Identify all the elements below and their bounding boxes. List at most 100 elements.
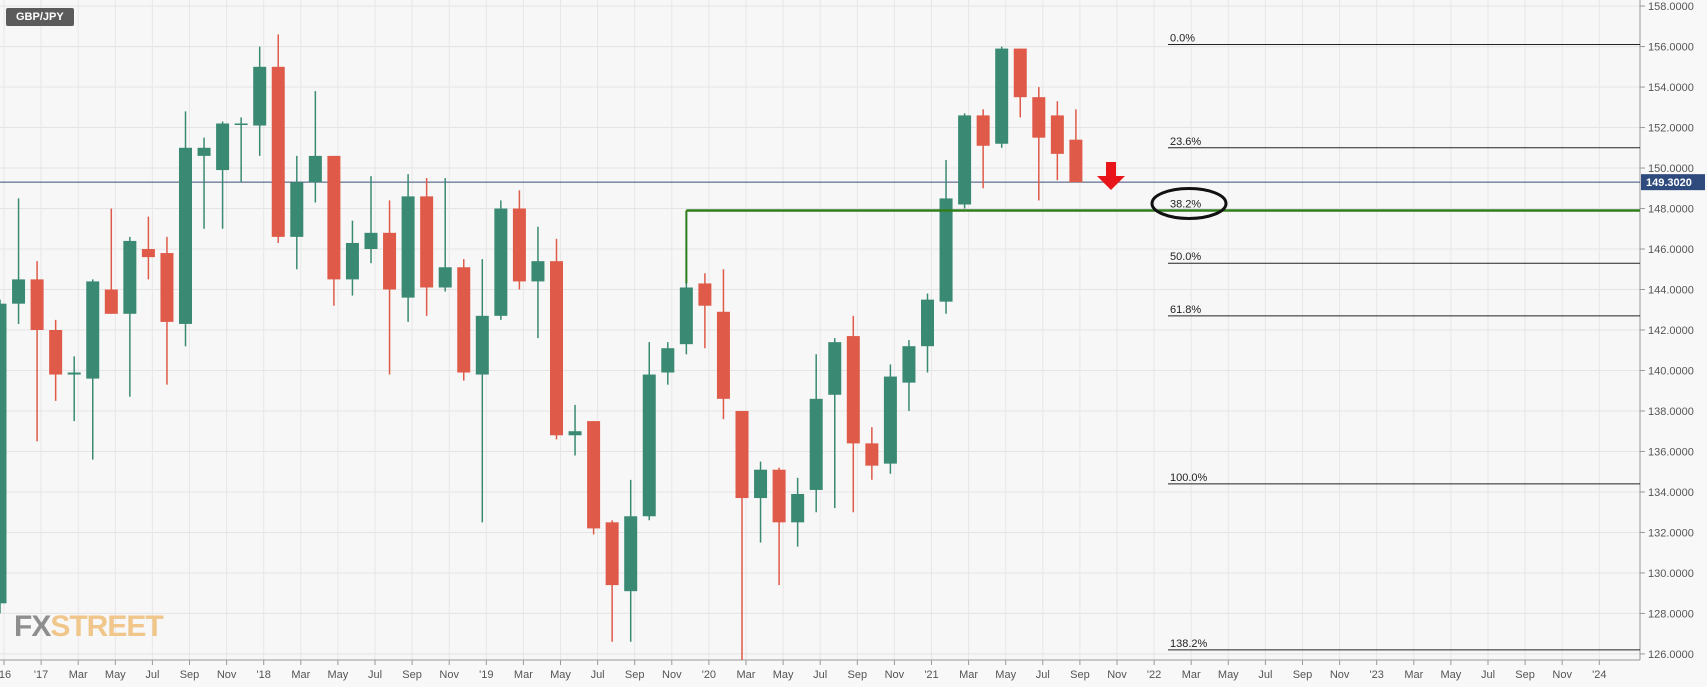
y-axis-label: 138.0000 bbox=[1648, 406, 1694, 418]
x-axis-label: Mar bbox=[737, 669, 756, 681]
fib-level-label: 100.0% bbox=[1170, 472, 1208, 484]
x-axis-label: '22 bbox=[1147, 669, 1161, 681]
candle-body[interactable] bbox=[160, 253, 174, 322]
x-axis-label: Jul bbox=[1481, 669, 1495, 681]
candle-body[interactable] bbox=[1013, 48, 1027, 98]
candle-body[interactable] bbox=[1069, 139, 1083, 183]
x-axis-label: Nov bbox=[885, 669, 905, 681]
symbol-badge: GBP/JPY bbox=[6, 8, 74, 26]
candle-body[interactable] bbox=[587, 421, 601, 529]
candle-body[interactable] bbox=[865, 443, 879, 466]
candle-body[interactable] bbox=[253, 66, 267, 126]
y-axis-label: 140.0000 bbox=[1648, 365, 1694, 377]
candle-body[interactable] bbox=[475, 315, 489, 375]
candle-body[interactable] bbox=[791, 493, 805, 523]
candle-body[interactable] bbox=[179, 147, 192, 324]
candle-body[interactable] bbox=[197, 147, 211, 156]
y-axis-label: 142.0000 bbox=[1648, 325, 1694, 337]
candle-body[interactable] bbox=[12, 279, 26, 304]
candle-body[interactable] bbox=[30, 279, 44, 330]
candle-body[interactable] bbox=[308, 155, 322, 183]
x-axis-label: Mar bbox=[959, 669, 978, 681]
x-axis-label: Mar bbox=[291, 669, 310, 681]
candle-body[interactable] bbox=[772, 469, 786, 523]
x-axis-label: '21 bbox=[924, 669, 938, 681]
fib-level-label: 61.8% bbox=[1170, 304, 1201, 316]
candle-body[interactable] bbox=[921, 299, 934, 347]
x-axis-label: Sep bbox=[1293, 669, 1313, 681]
candle-body[interactable] bbox=[679, 287, 693, 345]
x-axis-label: May bbox=[105, 669, 126, 681]
x-axis-label: Jul bbox=[1036, 669, 1050, 681]
fib-level-label: 23.6% bbox=[1170, 136, 1201, 148]
candle-body[interactable] bbox=[939, 198, 953, 302]
y-axis-label: 148.0000 bbox=[1648, 204, 1694, 216]
x-axis-label: May bbox=[328, 669, 349, 681]
candle-body[interactable] bbox=[67, 372, 81, 375]
candle-body[interactable] bbox=[1050, 115, 1064, 154]
candle-body[interactable] bbox=[846, 336, 860, 444]
candle-body[interactable] bbox=[902, 346, 916, 383]
candle-body[interactable] bbox=[216, 123, 230, 171]
fib-level-label: 50.0% bbox=[1170, 251, 1201, 263]
candle-body[interactable] bbox=[290, 182, 304, 237]
candle-body[interactable] bbox=[661, 348, 675, 373]
x-axis-label: Nov bbox=[1330, 669, 1350, 681]
candle-body[interactable] bbox=[958, 115, 972, 205]
x-axis-label: Sep bbox=[848, 669, 868, 681]
candle-body[interactable] bbox=[364, 232, 378, 250]
candle-body[interactable] bbox=[104, 289, 118, 314]
y-axis-label: 130.0000 bbox=[1648, 568, 1694, 580]
candle-body[interactable] bbox=[401, 196, 415, 298]
y-axis-label: 152.0000 bbox=[1648, 123, 1694, 135]
candle-body[interactable] bbox=[754, 469, 768, 499]
candle-body[interactable] bbox=[995, 48, 1009, 144]
x-axis-label: Mar bbox=[1404, 669, 1423, 681]
candle-body[interactable] bbox=[531, 261, 545, 282]
current-price-badge bbox=[1641, 174, 1705, 191]
candle-body[interactable] bbox=[345, 242, 359, 280]
candle-body[interactable] bbox=[512, 208, 526, 282]
candle-body[interactable] bbox=[271, 66, 285, 237]
candle-body[interactable] bbox=[327, 155, 341, 280]
current-price-label: 149.3020 bbox=[1646, 177, 1692, 189]
candle-body[interactable] bbox=[550, 261, 563, 436]
candle-body[interactable] bbox=[123, 240, 137, 314]
x-axis-label: Nov bbox=[217, 669, 237, 681]
candle-body[interactable] bbox=[698, 283, 712, 306]
candle-body[interactable] bbox=[234, 123, 248, 125]
x-axis-label: Nov bbox=[1107, 669, 1127, 681]
candle-body[interactable] bbox=[605, 522, 619, 586]
candle-body[interactable] bbox=[141, 249, 155, 258]
candle-body[interactable] bbox=[86, 281, 100, 379]
y-axis-label: 126.0000 bbox=[1648, 649, 1694, 661]
x-axis-label: Sep bbox=[1515, 669, 1535, 681]
y-axis-label: 144.0000 bbox=[1648, 285, 1694, 297]
candle-body[interactable] bbox=[438, 267, 452, 288]
candle-body[interactable] bbox=[828, 342, 842, 395]
candle-body[interactable] bbox=[1032, 97, 1046, 138]
candle-body[interactable] bbox=[420, 196, 434, 288]
candle-body[interactable] bbox=[642, 374, 656, 517]
candle-body[interactable] bbox=[976, 115, 990, 146]
candle-body[interactable] bbox=[809, 398, 823, 490]
candle-body[interactable] bbox=[0, 303, 7, 604]
fib-level-label: 0.0% bbox=[1170, 33, 1195, 45]
candle-body[interactable] bbox=[716, 311, 730, 399]
x-axis-label: Sep bbox=[180, 669, 200, 681]
candle-body[interactable] bbox=[883, 376, 897, 464]
candle-body[interactable] bbox=[624, 516, 638, 592]
candle-body[interactable] bbox=[568, 431, 582, 436]
candle-body[interactable] bbox=[494, 208, 508, 316]
x-axis-label: Jul bbox=[145, 669, 159, 681]
x-axis-label: May bbox=[1441, 669, 1462, 681]
candle-body[interactable] bbox=[735, 410, 749, 499]
y-axis-label: 154.0000 bbox=[1648, 82, 1694, 94]
x-axis-label: Nov bbox=[662, 669, 682, 681]
candle-body[interactable] bbox=[383, 232, 397, 290]
x-axis-label: May bbox=[550, 669, 571, 681]
candle-body[interactable] bbox=[49, 330, 63, 375]
candle-body[interactable] bbox=[457, 267, 471, 373]
